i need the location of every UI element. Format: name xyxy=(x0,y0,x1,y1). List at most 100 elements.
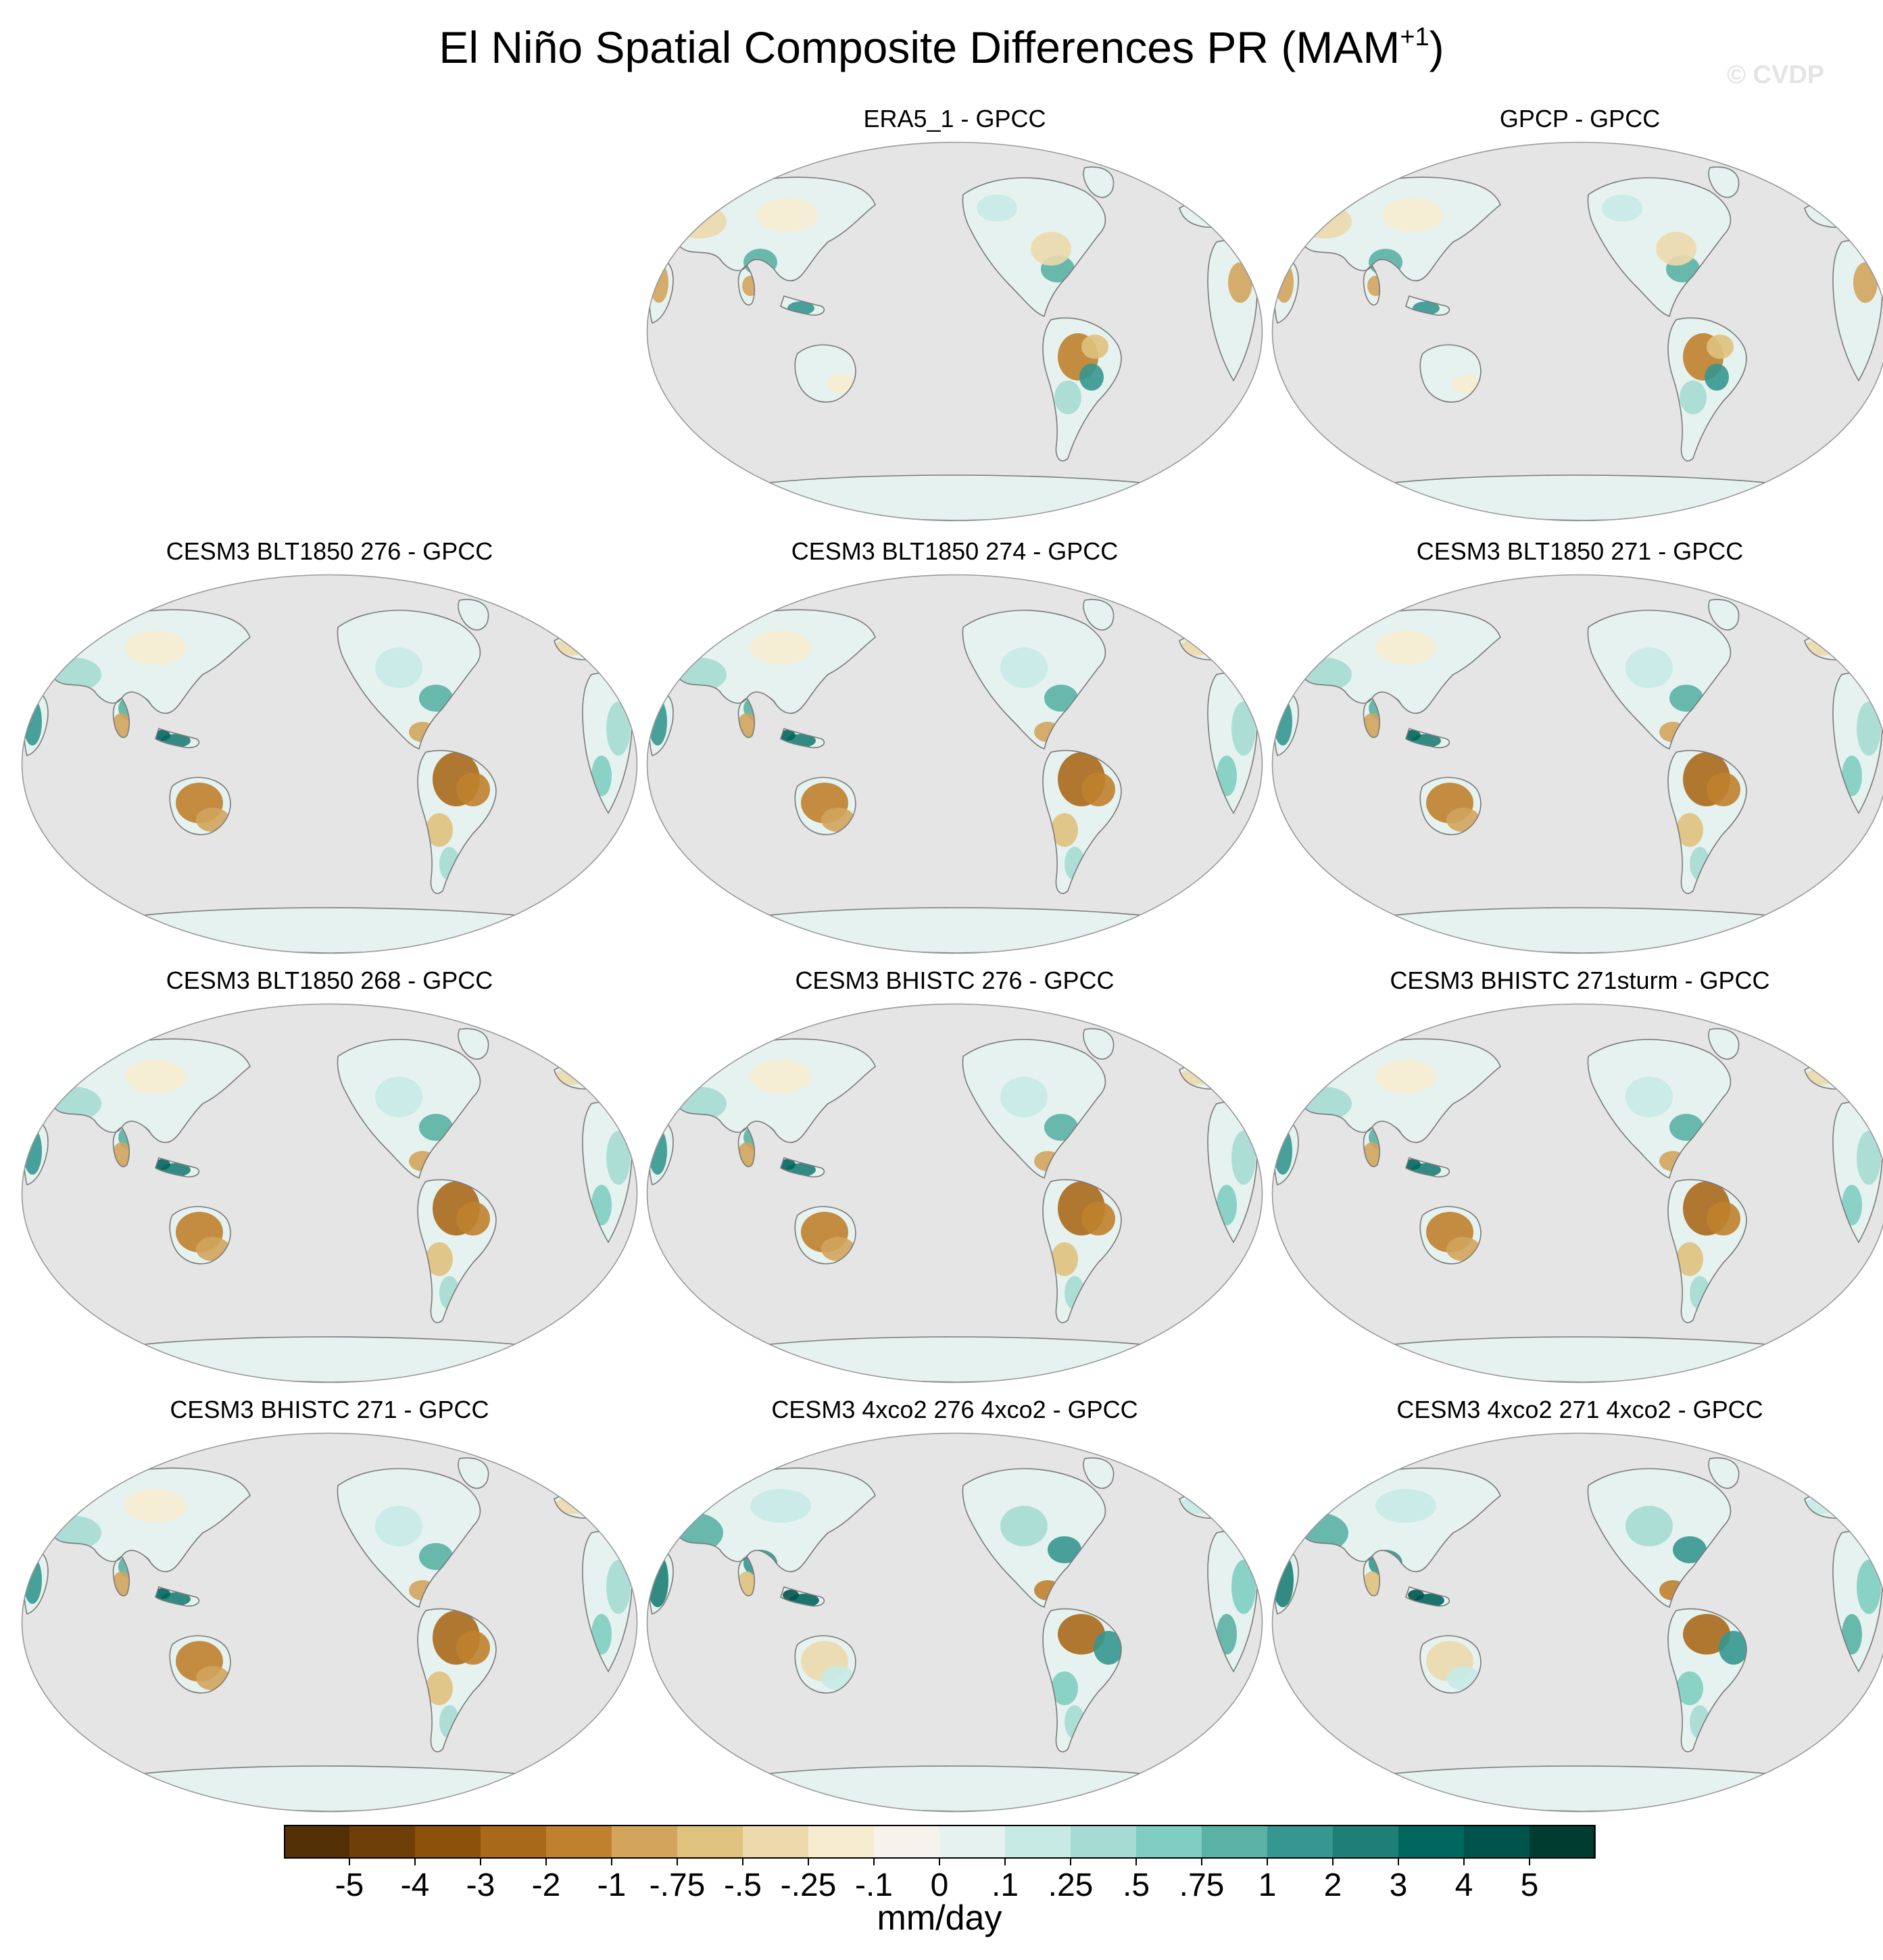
anomaly-region xyxy=(1048,1536,1081,1563)
panel-title: CESM3 4xco2 276 4xco2 - GPCC xyxy=(771,1396,1138,1423)
anomaly-region xyxy=(779,1159,796,1170)
anomaly-region xyxy=(1217,1185,1237,1225)
anomaly-region xyxy=(426,1242,453,1276)
panel-title: CESM3 BHISTC 271 - GPCC xyxy=(170,1396,489,1423)
land-greenland xyxy=(1708,1458,1739,1489)
coastline xyxy=(794,1206,856,1265)
anomaly-region xyxy=(591,1185,612,1225)
anomaly-region xyxy=(1404,1159,1421,1170)
colorbar-tick xyxy=(611,1859,612,1865)
anomaly-region xyxy=(606,1131,631,1185)
colorbar-tick xyxy=(349,1859,350,1865)
anomaly-region xyxy=(1676,1671,1703,1705)
anomaly-region xyxy=(1094,1631,1123,1665)
anomaly-region xyxy=(828,374,855,394)
anomaly-region xyxy=(750,1060,811,1094)
colorbar-swatch xyxy=(1136,1825,1202,1859)
colorbar-swatch xyxy=(677,1825,743,1859)
land-greenland xyxy=(1708,599,1739,631)
map-projection xyxy=(646,1432,1263,1813)
anomaly-region xyxy=(649,1127,667,1175)
coastline xyxy=(794,1635,856,1694)
colorbar-tick xyxy=(742,1859,743,1865)
colorbar-swatch xyxy=(808,1825,875,1859)
colorbar-tick xyxy=(1332,1859,1334,1865)
anomaly-region xyxy=(1375,1489,1436,1523)
anomaly-region xyxy=(456,773,490,806)
anomaly-region xyxy=(1719,1631,1748,1665)
colorbar-label: .1 xyxy=(991,1867,1019,1903)
anomaly-region xyxy=(419,1543,453,1570)
anomaly-region xyxy=(1231,702,1256,756)
colorbar-tick xyxy=(1529,1859,1530,1865)
map-outline xyxy=(21,1432,638,1813)
anomaly-region xyxy=(1000,1506,1048,1546)
anomaly-region xyxy=(154,730,170,741)
coastline xyxy=(670,609,876,714)
map-outline xyxy=(646,1432,1263,1813)
coastline xyxy=(1708,1457,1740,1489)
map-panel: CESM3 BHISTC 276 - GPCC xyxy=(645,963,1264,1392)
coastline xyxy=(458,1457,489,1489)
anomaly-region xyxy=(1051,1242,1078,1276)
colorbar-swatch xyxy=(1333,1825,1399,1859)
colorbar-swatch xyxy=(874,1825,940,1859)
land-greenland xyxy=(458,1458,489,1489)
map-outline xyxy=(21,1003,638,1383)
map-projection xyxy=(1271,1432,1883,1813)
land-greenland xyxy=(1708,1029,1739,1060)
map-panel: CESM3 4xco2 271 4xco2 - GPCC xyxy=(1271,1392,1883,1821)
panel-title: CESM3 BHISTC 276 - GPCC xyxy=(795,966,1115,994)
colorbar-label: -3 xyxy=(466,1867,495,1903)
colorbar-swatch xyxy=(1005,1825,1071,1859)
anomaly-region xyxy=(1058,1614,1105,1655)
map-panel: CESM3 4xco2 276 4xco2 - GPCC xyxy=(645,1392,1264,1821)
watermark: © CVDP xyxy=(1727,61,1825,89)
colorbar-label: 4 xyxy=(1454,1867,1473,1903)
map-outline xyxy=(1271,574,1883,954)
colorbar-swatch xyxy=(1267,1825,1334,1859)
coastline xyxy=(962,1039,1106,1179)
anomaly-region xyxy=(1433,353,1467,381)
coastline xyxy=(155,1586,200,1607)
map-projection xyxy=(646,141,1263,522)
anomaly-region xyxy=(1857,1560,1881,1614)
coastline xyxy=(780,727,825,749)
panel-title: CESM3 4xco2 271 4xco2 - GPCC xyxy=(1396,1396,1763,1423)
anomaly-region xyxy=(1217,756,1237,796)
anomaly-region xyxy=(1231,1560,1256,1614)
coastline xyxy=(737,264,755,305)
land-greenland xyxy=(1083,167,1114,198)
anomaly-region xyxy=(779,730,796,741)
anomaly-region xyxy=(154,1159,170,1170)
anomaly-region xyxy=(1213,313,1233,347)
anomaly-region xyxy=(426,1671,453,1705)
colorbar-swatch xyxy=(1071,1825,1137,1859)
anomaly-region xyxy=(24,1127,42,1175)
anomaly-region xyxy=(1081,335,1108,359)
anomaly-region xyxy=(1404,730,1421,741)
coastline xyxy=(1708,166,1740,198)
coastline xyxy=(417,1608,497,1753)
anomaly-region xyxy=(125,631,186,664)
anomaly-region xyxy=(1408,1590,1424,1600)
map-outline xyxy=(1271,141,1883,522)
coastline xyxy=(1042,750,1122,894)
coastline xyxy=(794,777,856,835)
coastline xyxy=(1296,176,1501,282)
map-outline xyxy=(646,141,1263,522)
anomaly-region xyxy=(1842,1185,1862,1225)
coastline xyxy=(1419,1635,1482,1694)
colorbar-swatch xyxy=(743,1825,809,1859)
colorbar-swatch xyxy=(612,1825,678,1859)
coastline xyxy=(1363,1555,1380,1596)
anomaly-region xyxy=(808,353,841,381)
coastline xyxy=(1667,1179,1747,1323)
land-greenland xyxy=(1083,1029,1114,1060)
anomaly-region xyxy=(649,698,667,745)
coastline xyxy=(1405,295,1450,316)
map-panel: CESM3 BHISTC 271sturm - GPCC xyxy=(1271,963,1883,1392)
coastline xyxy=(112,697,130,738)
anomaly-region xyxy=(1051,813,1078,847)
coastline xyxy=(45,1467,251,1573)
